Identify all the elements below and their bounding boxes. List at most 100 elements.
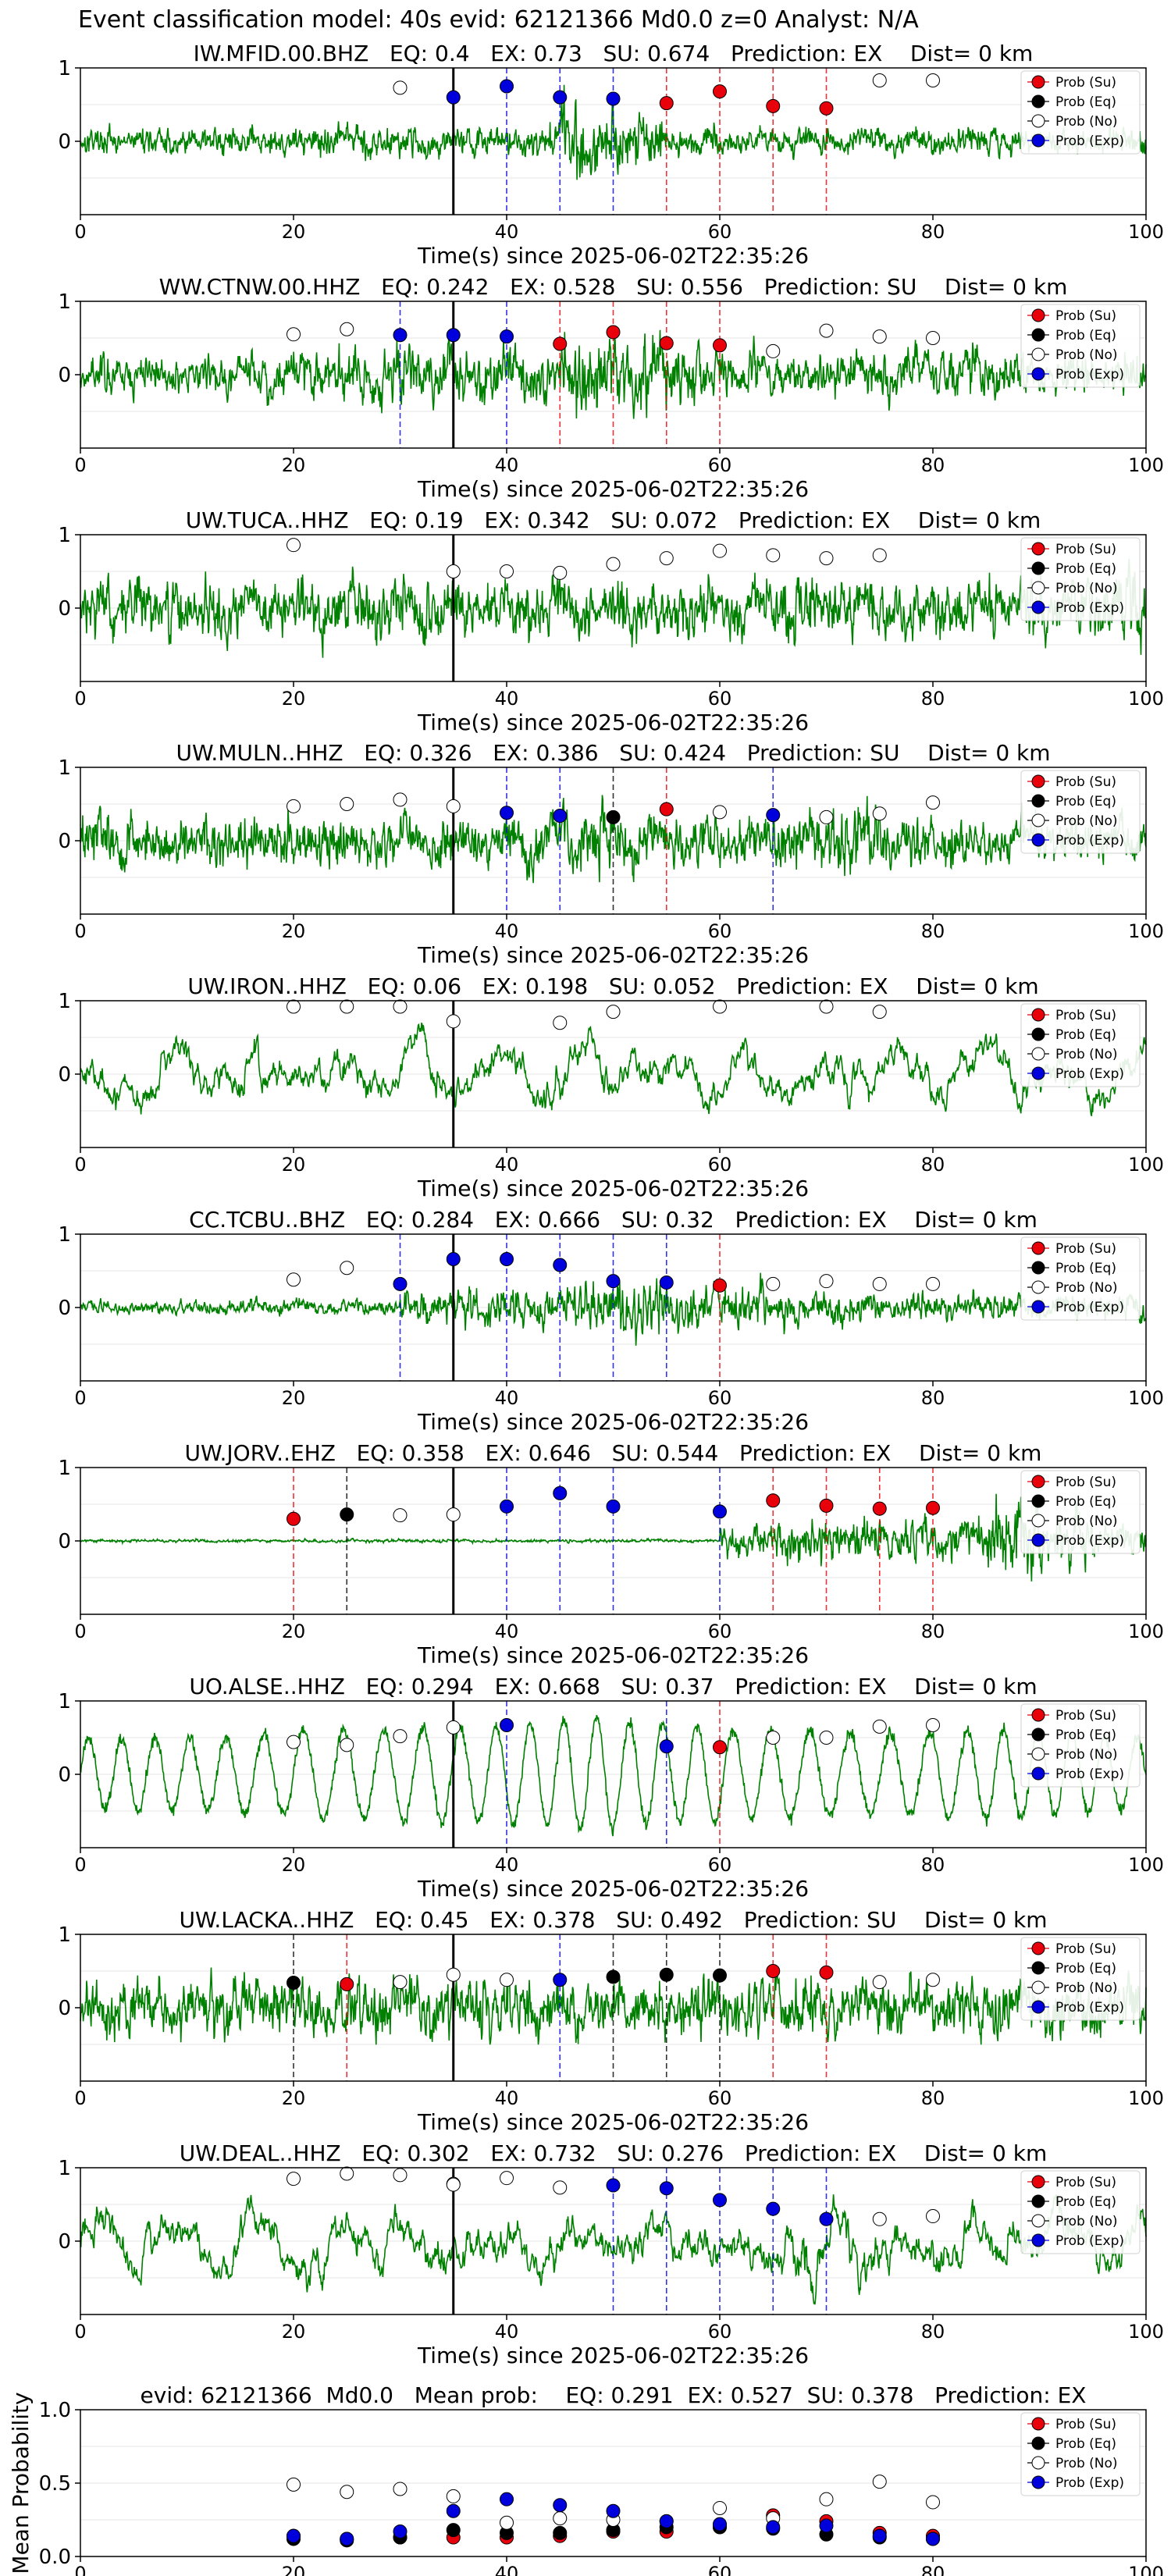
- chart-panel: 0 20 40 60 80 100 0 1 UW.DEAL..HHZ EQ: 0.302 EX:…: [58, 2140, 1163, 2368]
- prob-point-no: [819, 1274, 834, 1289]
- y-tick-label: 0.5: [39, 2472, 71, 2496]
- legend-frame: [1020, 2170, 1141, 2254]
- x-tick-label: 80: [921, 2087, 945, 2109]
- legend-label: Prob (Eq): [1055, 1961, 1116, 1976]
- panel-title: UW.IRON..HHZ EQ: 0.06 EX: 0.198 SU: 0.05…: [187, 973, 1038, 999]
- prob-point-su: [553, 336, 568, 351]
- x-tick-label: 0: [74, 1387, 86, 1409]
- panel-title: UO.ALSE..HHZ EQ: 0.294 EX: 0.668 SU: 0.3…: [189, 1674, 1037, 1699]
- prob-point-no: [926, 1276, 940, 1291]
- legend-marker: [1031, 561, 1045, 575]
- chart-panel: 0 20 40 60 80 100 0 1 UW.MULN..HHZ EQ: 0.326 EX:…: [58, 740, 1163, 968]
- mean-prob-point-exp: [926, 2532, 940, 2546]
- prob-point-no: [766, 548, 781, 563]
- x-tick-label: 0: [74, 1154, 86, 1176]
- legend-marker: [1031, 1066, 1045, 1080]
- y-tick-label: 1: [58, 1223, 71, 1247]
- legend-frame: [1020, 70, 1141, 155]
- prob-point-su: [713, 84, 727, 99]
- y-tick-label: 1: [58, 756, 71, 780]
- legend-label: Prob (No): [1055, 2456, 1118, 2471]
- figure-title: Event classification model: 40s evid: 62…: [78, 6, 919, 34]
- waveform-trace: [80, 329, 1147, 419]
- legend: Prob (Su) Prob (Eq) Prob (No) Prob (Exp): [1020, 1470, 1141, 1554]
- x-tick-label: 0: [74, 920, 86, 942]
- x-axis-label: Time(s) since 2025-06-02T22:35:26: [417, 2109, 809, 2135]
- legend-label: Prob (Su): [1055, 542, 1116, 557]
- legend-label: Prob (No): [1055, 347, 1118, 363]
- legend: Prob (Su) Prob (Eq) Prob (No) Prob (Exp): [1020, 304, 1141, 388]
- legend-label: Prob (Eq): [1055, 1261, 1116, 1276]
- y-tick-label: 0: [58, 130, 71, 154]
- prob-point-su: [872, 1501, 887, 1516]
- x-tick-label: 40: [495, 2321, 519, 2343]
- legend-marker: [1031, 1008, 1045, 1022]
- x-tick-label: 80: [921, 1387, 945, 1409]
- prob-point-su: [340, 1976, 354, 1991]
- legend-marker: [1031, 328, 1045, 342]
- legend-marker: [1031, 2436, 1045, 2450]
- legend-label: Prob (Exp): [1055, 2000, 1124, 2016]
- x-axis-label: Time(s) since 2025-06-02T22:35:26: [417, 710, 809, 735]
- waveform-trace: [80, 795, 1147, 884]
- mean-prob-point-exp: [713, 2517, 727, 2532]
- legend-frame: [1020, 1236, 1141, 1321]
- legend: Prob (Su) Prob (Eq) Prob (No) Prob (Exp): [1020, 1003, 1141, 1087]
- x-tick-label: 20: [282, 454, 306, 476]
- legend-marker: [1031, 2417, 1045, 2431]
- prob-point-exp: [500, 1251, 514, 1266]
- prob-point-exp: [606, 2178, 621, 2193]
- x-tick-label: 100: [1128, 454, 1164, 476]
- legend: Prob (Su) Prob (Eq) Prob (No) Prob (Exp): [1020, 537, 1141, 621]
- prob-point-no: [446, 1507, 461, 1522]
- legend-marker: [1031, 308, 1045, 322]
- mean-prob-point-exp: [766, 2520, 781, 2535]
- prob-point-exp: [606, 1274, 621, 1289]
- prob-point-no: [287, 999, 301, 1014]
- mean-prob-point-no: [553, 2511, 568, 2526]
- prob-point-exp: [500, 806, 514, 820]
- prob-point-no: [287, 799, 301, 813]
- legend-marker: [1031, 1533, 1045, 1547]
- prob-point-no: [766, 343, 781, 358]
- y-tick-label: 1: [58, 1923, 71, 1947]
- x-tick-label: 0: [74, 1621, 86, 1642]
- legend-marker: [1031, 1961, 1045, 1975]
- x-tick-label: 40: [495, 688, 519, 710]
- chart-panel: 0 20 40 60 80 100 0 1 UW.LACKA..HHZ EQ: 0.45 EX:…: [58, 1907, 1163, 2135]
- y-tick-label: 0: [58, 1530, 71, 1553]
- mean-prob-point-no: [340, 2485, 354, 2500]
- x-tick-label: 60: [708, 454, 732, 476]
- prob-point-no: [446, 1720, 461, 1735]
- legend-label: Prob (Exp): [1055, 1300, 1124, 1315]
- legend-label: Prob (No): [1055, 114, 1118, 130]
- legend-label: Prob (Eq): [1055, 328, 1116, 343]
- prob-point-no: [340, 797, 354, 811]
- x-tick-label: 40: [495, 1387, 519, 1409]
- x-tick-label: 80: [921, 2321, 945, 2343]
- mean-prob-point-no: [713, 2500, 727, 2515]
- prob-point-su: [819, 1498, 834, 1513]
- prob-point-eq: [659, 1967, 674, 1982]
- legend-label: Prob (Su): [1055, 1475, 1116, 1490]
- legend-marker: [1031, 774, 1045, 788]
- x-tick-label: 0: [74, 688, 86, 710]
- panel-title: WW.CTNW.00.HHZ EQ: 0.242 EX: 0.528 SU: 0…: [159, 274, 1068, 300]
- x-tick-label: 60: [708, 2563, 732, 2576]
- x-tick-label: 40: [495, 1621, 519, 1642]
- legend-marker: [1031, 1300, 1045, 1314]
- mean-prob-point-no: [446, 2489, 461, 2503]
- panel-title: UW.LACKA..HHZ EQ: 0.45 EX: 0.378 SU: 0.4…: [179, 1907, 1047, 1933]
- mean-prob-point-eq: [446, 2523, 461, 2538]
- prob-point-su: [659, 96, 674, 111]
- x-tick-label: 60: [708, 1154, 732, 1176]
- legend-marker: [1031, 114, 1045, 128]
- prob-point-no: [446, 1967, 461, 1982]
- x-axis-label: Time(s) since 2025-06-02T22:35:26: [417, 1876, 809, 1902]
- panel-title: UW.DEAL..HHZ EQ: 0.302 EX: 0.732 SU: 0.2…: [180, 2140, 1048, 2166]
- prob-point-su: [766, 1493, 781, 1508]
- prob-point-exp: [713, 2193, 727, 2208]
- x-tick-label: 60: [708, 688, 732, 710]
- x-tick-label: 40: [495, 221, 519, 243]
- mean-prob-point-eq: [553, 2525, 568, 2540]
